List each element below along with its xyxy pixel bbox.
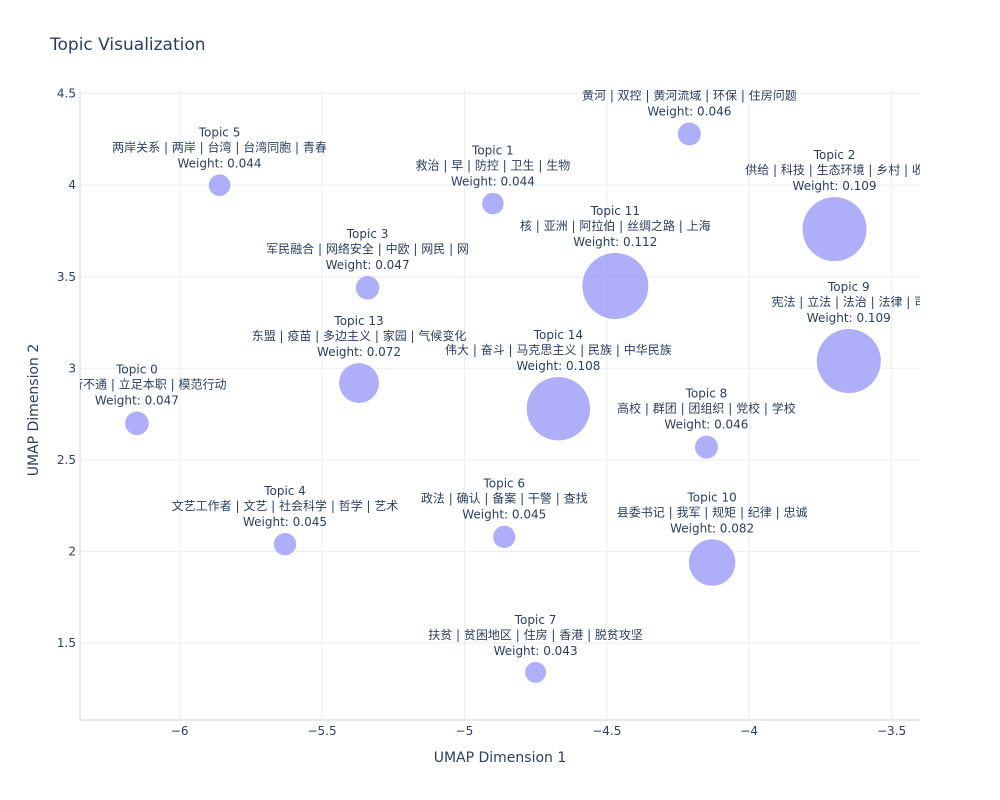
topic-name-label: Topic 11 bbox=[590, 204, 640, 218]
topic-words-label: 政法 | 确认 | 备案 | 干警 | 查找 bbox=[421, 491, 588, 506]
topic-words-label: 两岸关系 | 两岸 | 台湾 | 台湾同胞 | 青春 bbox=[112, 139, 327, 154]
topic-bubble[interactable] bbox=[526, 376, 591, 441]
topic-bubble[interactable] bbox=[339, 363, 380, 403]
topic-name-label: Topic 6 bbox=[482, 477, 525, 491]
topic-weight-label: Weight: 0.112 bbox=[573, 235, 657, 249]
topic-weight-label: Weight: 0.043 bbox=[494, 644, 578, 658]
x-tick-label: −6 bbox=[171, 724, 189, 738]
topic-bubble[interactable] bbox=[493, 525, 516, 549]
y-tick-label: 4 bbox=[68, 178, 76, 192]
topic-words-label: 黄河 | 双控 | 黄河流域 | 环保 | 住房问题 bbox=[582, 87, 797, 102]
topic-weight-label: Weight: 0.045 bbox=[462, 508, 546, 522]
topic-words-label: 东盟 | 疫苗 | 多边主义 | 家园 | 气候变化 bbox=[252, 328, 467, 343]
markers bbox=[125, 122, 881, 683]
topic-weight-label: Weight: 0.044 bbox=[178, 156, 262, 170]
y-axis-ticks: 1.5 2 2.5 3 3.5 4 4.5 bbox=[57, 87, 76, 650]
topic-bubble[interactable] bbox=[677, 122, 701, 146]
y-tick-label: 3.5 bbox=[57, 270, 76, 284]
topic-name-label: Topic 10 bbox=[687, 490, 737, 504]
topic-bubble[interactable] bbox=[273, 533, 297, 556]
topic-bubble[interactable] bbox=[582, 252, 649, 319]
x-tick-label: −3.5 bbox=[877, 724, 906, 738]
y-tick-label: 2.5 bbox=[57, 453, 76, 467]
topic-words-label: 高校 | 群团 | 团组织 | 党校 | 学校 bbox=[617, 401, 796, 416]
topic-weight-label: Weight: 0.082 bbox=[670, 521, 754, 535]
topic-name-label: Topic 14 bbox=[533, 328, 583, 342]
topic-weight-label: Weight: 0.044 bbox=[451, 175, 535, 189]
topic-name-label: Topic 13 bbox=[333, 314, 383, 328]
y-tick-label: 4.5 bbox=[57, 87, 76, 101]
topic-words-label: 文艺工作者 | 文艺 | 社会科学 | 哲学 | 艺术 bbox=[172, 498, 399, 513]
x-axis-ticks: −6 −5.5 −5 −4.5 −4 −3.5 bbox=[171, 724, 906, 738]
x-tick-label: −4.5 bbox=[592, 724, 621, 738]
topic-bubble[interactable] bbox=[525, 661, 547, 683]
topic-words-label: 扶贫 | 贫困地区 | 住房 | 香港 | 脱贫攻坚 bbox=[428, 627, 643, 642]
topic-name-label: Topic 7 bbox=[514, 613, 557, 627]
topic-name-label: Topic 8 bbox=[685, 387, 728, 401]
topic-weight-label: Weight: 0.109 bbox=[793, 179, 877, 193]
topic-weight-label: Weight: 0.108 bbox=[516, 359, 600, 373]
topic-name-label: Topic 4 bbox=[263, 484, 306, 498]
topic-name-label: Topic 0 bbox=[115, 363, 158, 377]
topic-bubble[interactable] bbox=[208, 174, 231, 197]
topic-bubble[interactable] bbox=[688, 539, 736, 586]
topic-words-label: 伟大 | 奋斗 | 马克思主义 | 民族 | 中华民族 bbox=[445, 342, 672, 357]
x-tick-label: −5.5 bbox=[307, 724, 336, 738]
topic-name-label: Topic 5 bbox=[198, 125, 241, 139]
topic-words-label: 二 | 行不通 | 立足本职 | 模范行动 bbox=[47, 377, 226, 392]
topic-weight-label: Weight: 0.109 bbox=[807, 311, 891, 325]
y-tick-label: 3 bbox=[68, 361, 76, 375]
topic-bubble[interactable] bbox=[482, 192, 504, 215]
y-tick-label: 2 bbox=[68, 545, 76, 559]
x-tick-label: −4 bbox=[740, 724, 758, 738]
chart-title: Topic Visualization bbox=[49, 35, 206, 55]
topic-bubble[interactable] bbox=[816, 329, 881, 394]
topic-weight-label: Weight: 0.046 bbox=[664, 418, 748, 432]
topic-name-label: Topic 3 bbox=[346, 227, 389, 241]
topic-bubble[interactable] bbox=[125, 411, 149, 436]
topic-weight-label: Weight: 0.046 bbox=[647, 104, 731, 118]
topic-name-label: Topic 2 bbox=[813, 148, 856, 162]
topic-bubble[interactable] bbox=[355, 275, 380, 300]
topic-weight-label: Weight: 0.072 bbox=[317, 345, 401, 359]
y-axis-title: UMAP Dimension 2 bbox=[26, 344, 42, 477]
topic-words-label: 县委书记 | 我军 | 规矩 | 纪律 | 忠诚 bbox=[617, 504, 808, 519]
topic-words-label: 供给 | 科技 | 生态环境 | 乡村 | 收 bbox=[745, 162, 924, 177]
topic-weight-label: Weight: 0.047 bbox=[326, 258, 410, 272]
topic-bubble[interactable] bbox=[694, 435, 718, 459]
topic-weight-label: Weight: 0.047 bbox=[95, 394, 179, 408]
topic-words-label: 宪法 | 立法 | 法治 | 法律 | 司 bbox=[771, 294, 926, 309]
topic-name-label: Topic 9 bbox=[827, 280, 870, 294]
topic-words-label: 救治 | 早 | 防控 | 卫生 | 生物 bbox=[416, 158, 571, 173]
x-axis-title: UMAP Dimension 1 bbox=[434, 750, 567, 766]
topic-words-label: 核 | 亚洲 | 阿拉伯 | 丝绸之路 | 上海 bbox=[520, 218, 711, 233]
topic-words-label: 军民融合 | 网络安全 | 中欧 | 网民 | 网 bbox=[266, 241, 469, 256]
topic-weight-label: Weight: 0.045 bbox=[243, 515, 327, 529]
topic-name-label: Topic 1 bbox=[471, 144, 514, 158]
grid bbox=[80, 90, 920, 720]
topic-bubble[interactable] bbox=[802, 197, 867, 262]
x-tick-label: −5 bbox=[456, 724, 474, 738]
y-tick-label: 1.5 bbox=[57, 636, 76, 650]
